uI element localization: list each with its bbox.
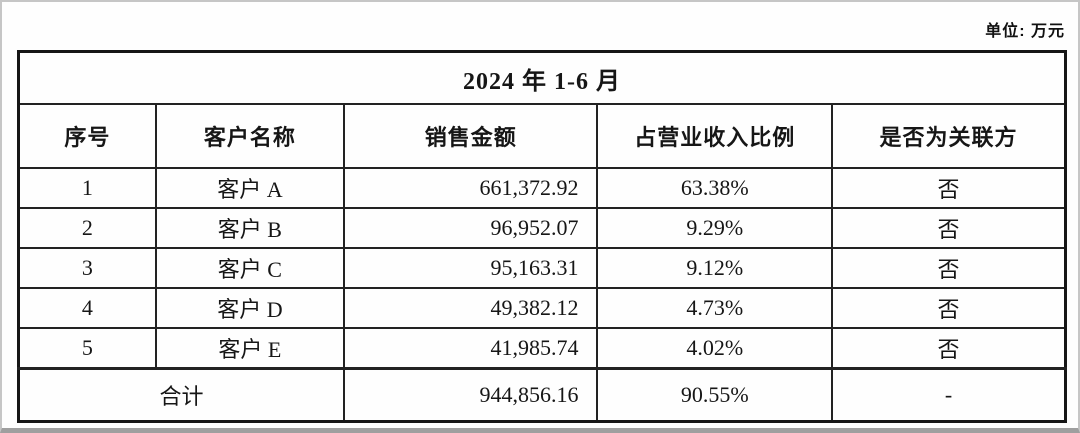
row-customer-cell: 客户 B (154, 207, 346, 249)
column-header-related: 是否为关联方 (830, 103, 1067, 169)
column-header-amount: 销售金额 (343, 103, 599, 169)
table-row: 4 客户 D 49,382.12 4.73% 否 (17, 287, 1067, 329)
table-title: 2024 年 1-6 月 (17, 50, 1067, 105)
total-related: - (830, 367, 1067, 423)
row-ratio-cell: 63.38% (596, 167, 833, 209)
row-related-cell: 否 (830, 287, 1067, 329)
row-amount-cell: 661,372.92 (343, 167, 599, 209)
row-related-cell: 否 (830, 167, 1067, 209)
row-serial-cell: 2 (17, 207, 157, 249)
row-related-cell: 否 (830, 327, 1067, 370)
table-row: 5 客户 E 41,985.74 4.02% 否 (17, 327, 1067, 370)
row-related-cell: 否 (830, 247, 1067, 289)
row-ratio-cell: 9.12% (596, 247, 833, 289)
row-ratio-cell: 9.29% (596, 207, 833, 249)
column-header-ratio: 占营业收入比例 (596, 103, 833, 169)
row-related-cell: 否 (830, 207, 1067, 249)
row-customer-cell: 客户 D (154, 287, 346, 329)
column-header-serial: 序号 (17, 103, 157, 169)
column-header-customer: 客户名称 (154, 103, 346, 169)
row-serial-cell: 3 (17, 247, 157, 289)
row-serial-cell: 5 (17, 327, 157, 370)
total-label: 合计 (17, 367, 346, 423)
total-row: 合计 944,856.16 90.55% - (17, 367, 1067, 423)
table-row: 2 客户 B 96,952.07 9.29% 否 (17, 207, 1067, 249)
table-header-row: 序号 客户名称 销售金额 占营业收入比例 是否为关联方 (17, 103, 1067, 169)
unit-label: 单位: 万元 (985, 23, 1065, 40)
row-serial-cell: 4 (17, 287, 157, 329)
table-row: 3 客户 C 95,163.31 9.12% 否 (17, 247, 1067, 289)
total-amount: 944,856.16 (343, 367, 599, 423)
customer-sales-table: 2024 年 1-6 月 序号 客户名称 销售金额 占营业收入比例 是否为关联方… (17, 50, 1067, 423)
table-row: 1 客户 A 661,372.92 63.38% 否 (17, 167, 1067, 209)
row-customer-cell: 客户 E (154, 327, 346, 370)
total-ratio: 90.55% (596, 367, 833, 423)
row-customer-cell: 客户 A (154, 167, 346, 209)
table-title-row: 2024 年 1-6 月 (17, 50, 1067, 105)
row-customer-cell: 客户 C (154, 247, 346, 289)
row-amount-cell: 96,952.07 (343, 207, 599, 249)
row-amount-cell: 95,163.31 (343, 247, 599, 289)
table-body: 1 客户 A 661,372.92 63.38% 否 2 客户 B 96,952.07 9.29… (17, 167, 1067, 370)
row-ratio-cell: 4.02% (596, 327, 833, 370)
row-ratio-cell: 4.73% (596, 287, 833, 329)
row-serial-cell: 1 (17, 167, 157, 209)
row-amount-cell: 49,382.12 (343, 287, 599, 329)
row-amount-cell: 41,985.74 (343, 327, 599, 370)
